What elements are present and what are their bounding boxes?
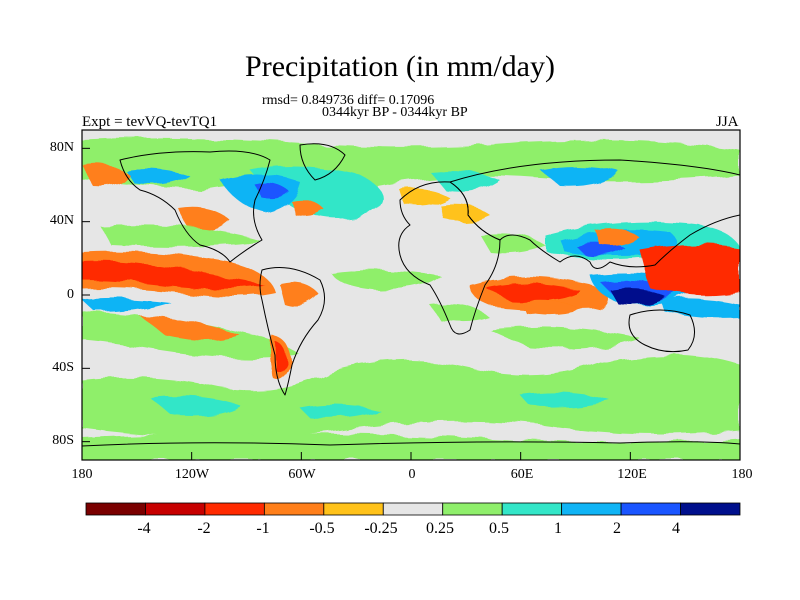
- lon-tick-label-120e: 120E: [617, 467, 647, 482]
- colorbar-swatch-10: [680, 502, 741, 516]
- lat-tick-label-80n: 80N: [49, 140, 74, 155]
- lon-ticks: [81, 452, 741, 460]
- field-amazon-orange: [280, 282, 320, 308]
- lon-tick-label-120w: 120W: [174, 467, 210, 482]
- colorbar-swatch-2: [204, 502, 265, 516]
- field-indian-ocean-green: [490, 327, 640, 349]
- colorbar-label-8: 1: [554, 520, 562, 537]
- lat-tick-label-equator: 0: [67, 287, 74, 302]
- field-south-indian-blue: [660, 298, 740, 319]
- coast-antarctica: [82, 441, 740, 447]
- coast-south-america: [259, 267, 325, 396]
- colorbar-swatch-7: [501, 502, 563, 516]
- coast-australia: [628, 309, 695, 353]
- colorbar-swatch-5: [382, 502, 444, 516]
- lon-tick-label-60e: 60E: [510, 467, 534, 482]
- field-india-orange: [520, 228, 640, 315]
- field-east-pacific-red: [82, 261, 265, 289]
- colorbar-swatch-6: [442, 502, 503, 516]
- colorbar-label-7: 0.5: [489, 520, 509, 537]
- field-southern-ocean: [82, 354, 740, 438]
- coast-greenland: [299, 143, 346, 181]
- colorbar-label-10: 4: [672, 520, 680, 537]
- anomaly-field: [82, 138, 740, 460]
- period-label: 0344kyr BP - 0344kyr BP: [322, 105, 468, 120]
- colorbar-swatch-1: [145, 502, 206, 516]
- lon-tick-label-180e: 180: [731, 467, 753, 482]
- field-north-atlantic-blue: [125, 166, 620, 212]
- colorbar-label-2: -2: [197, 520, 211, 537]
- field-africa-green: [430, 233, 545, 323]
- coast-asia: [449, 159, 740, 269]
- field-east-pacific-blue: [82, 298, 170, 312]
- colorbar-label-6: 0.25: [426, 520, 454, 537]
- field-southern-ocean-cyan: [150, 392, 610, 419]
- field-africa-red: [485, 283, 580, 301]
- colorbar-label-4: -0.5: [309, 520, 335, 537]
- field-north-atlantic-deep: [255, 183, 290, 200]
- colorbar-swatch-8: [561, 502, 622, 516]
- field-antarctic: [82, 433, 740, 460]
- lon-tick-label-60w: 60W: [288, 467, 316, 482]
- lon-tick-label-180w: 180: [71, 467, 93, 482]
- colorbar-swatch-4: [323, 502, 384, 516]
- lat-ticks: [82, 147, 90, 443]
- rmsd-diff-stats: rmsd= 0.849736 diff= 0.17096: [262, 93, 435, 108]
- coast-north-america: [119, 150, 271, 263]
- field-maritime-navy: [610, 288, 665, 305]
- field-pacific-orange: [82, 163, 325, 232]
- field-sa-streak-red: [276, 342, 287, 374]
- field-atlantic-green: [100, 225, 440, 290]
- colorbar-label-9: 2: [613, 520, 621, 537]
- lat-tick-label-80s: 80S: [52, 433, 74, 448]
- colorbar-swatch-9: [620, 502, 681, 516]
- coastlines: [82, 143, 740, 447]
- field-pacific-yellow: [400, 188, 490, 222]
- colorbar: [85, 502, 741, 516]
- lon-tick-label-0: 0: [408, 467, 416, 482]
- lat-tick-label-40s: 40S: [52, 360, 74, 375]
- field-west-pacific-red: [640, 244, 740, 296]
- lat-tick-label-40n: 40N: [49, 213, 74, 228]
- experiment-label: Expt = tevVQ-tevTQ1: [82, 114, 218, 130]
- colorbar-label-5: -0.25: [364, 520, 398, 537]
- colorbar-label-1: -4: [137, 520, 151, 537]
- colorbar-swatch-0: [85, 502, 146, 516]
- season-label: JJA: [716, 114, 739, 130]
- colorbar-label-3: -1: [256, 520, 270, 537]
- map-title: Precipitation (in mm/day): [245, 50, 555, 83]
- colorbar-swatch-3: [263, 502, 325, 516]
- field-south-pacific-orange: [140, 316, 240, 340]
